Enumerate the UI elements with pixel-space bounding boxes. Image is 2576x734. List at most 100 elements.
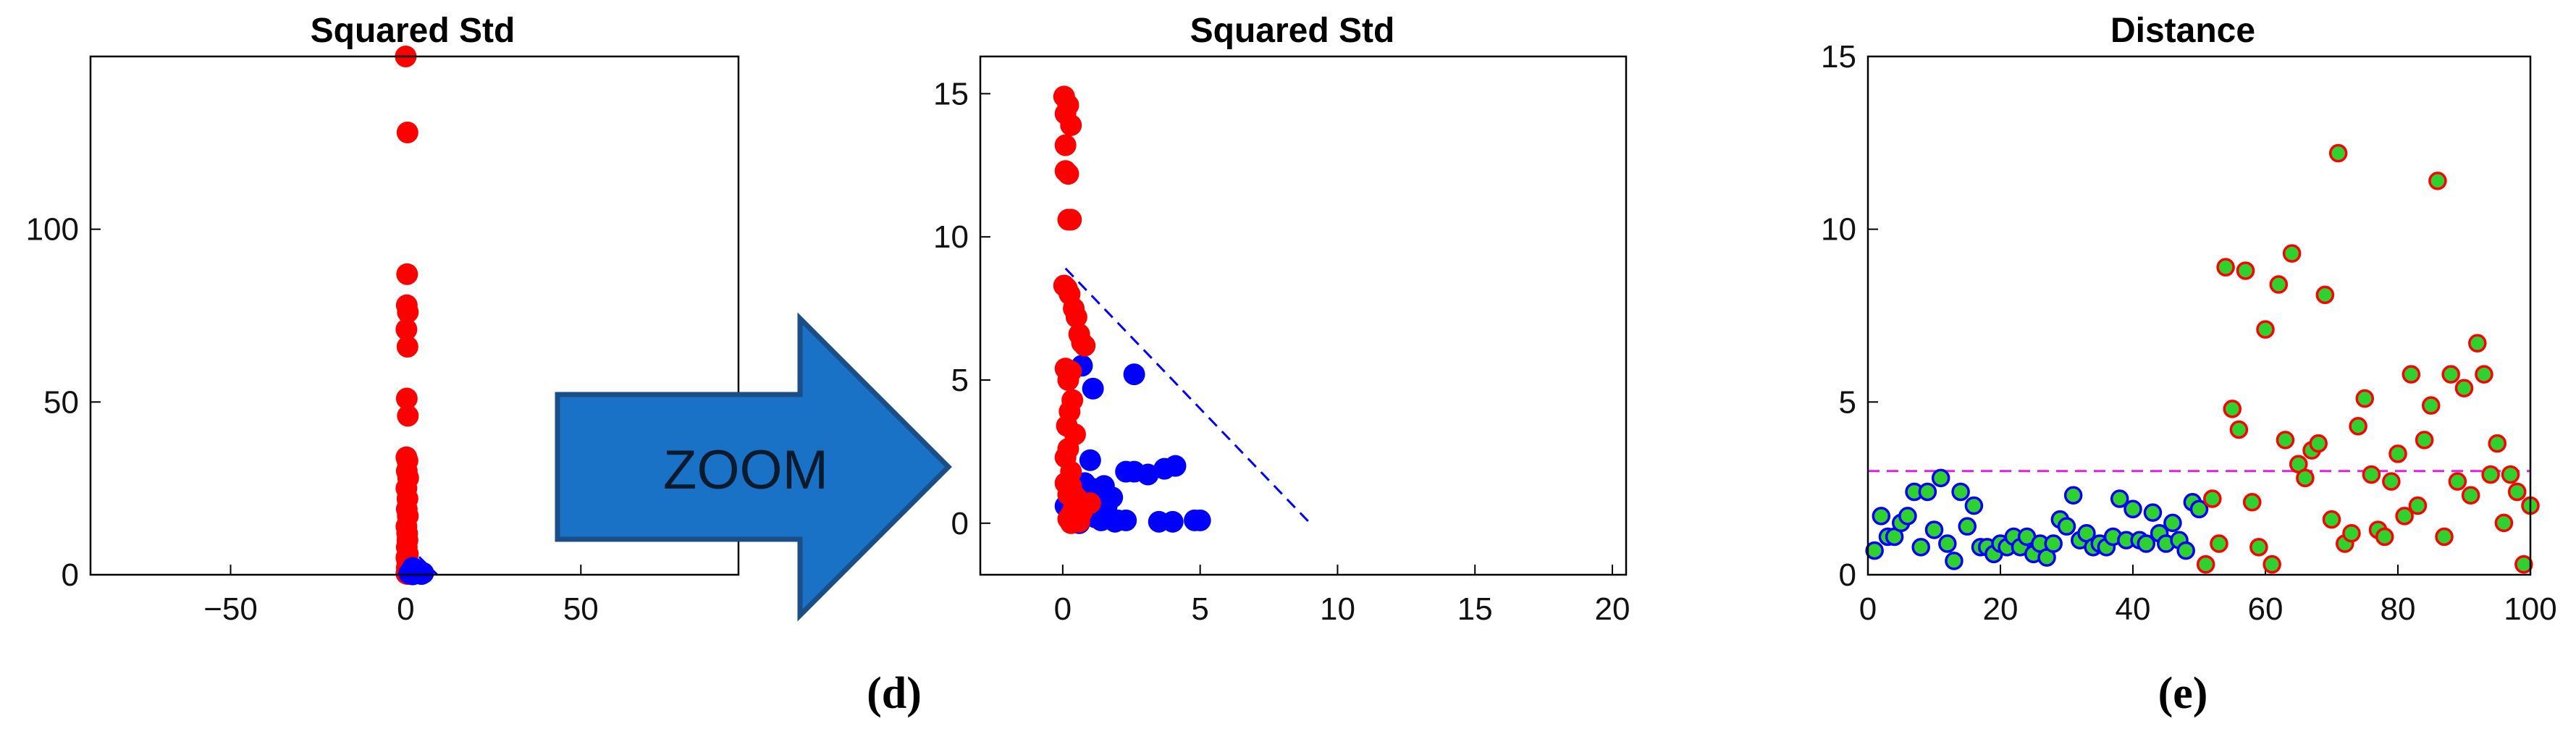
x-ticks: 0 5 10 15 20 xyxy=(1054,565,1630,627)
data-point xyxy=(2236,261,2255,280)
data-point xyxy=(2249,538,2268,557)
data-point xyxy=(2501,465,2520,484)
data-point xyxy=(1057,208,1079,231)
data-point xyxy=(2468,334,2487,353)
data-point xyxy=(2110,489,2129,508)
series-red xyxy=(1053,85,1101,534)
panel-label-e: (e) xyxy=(2158,669,2208,718)
data-point xyxy=(2382,472,2401,491)
data-point xyxy=(2210,534,2228,553)
data-point xyxy=(1872,507,1891,526)
panel-label-d: (d) xyxy=(867,669,922,718)
data-point xyxy=(2362,465,2381,484)
data-point xyxy=(2328,143,2348,163)
data-point xyxy=(2044,534,2063,553)
data-point xyxy=(397,301,419,324)
data-point xyxy=(2428,172,2447,190)
y-tick-label: 0 xyxy=(1839,557,1856,593)
chart-title: Squared Std xyxy=(311,12,515,50)
data-point xyxy=(1054,160,1077,182)
y-tick-label: 0 xyxy=(62,557,79,593)
data-point xyxy=(1082,377,1104,400)
data-point xyxy=(2309,434,2328,453)
y-tick-label: 100 xyxy=(26,212,79,248)
data-point xyxy=(397,405,419,427)
y-ticks: 0 50 100 xyxy=(26,212,101,593)
chart-squared-std-full: Squared Std 0 50 100 −50 0 50 xyxy=(26,12,740,627)
data-point xyxy=(2223,400,2242,418)
data-point xyxy=(2137,534,2156,553)
data-point xyxy=(1918,482,1937,502)
data-point xyxy=(2441,365,2460,384)
chart-title: Distance xyxy=(2110,12,2255,50)
x-tick-label: 15 xyxy=(1457,591,1493,627)
data-point xyxy=(2514,554,2533,574)
data-point xyxy=(1951,482,1970,502)
y-tick-label: 15 xyxy=(1821,39,1856,75)
data-point xyxy=(1164,455,1187,477)
x-ticks: −50 0 50 xyxy=(203,565,599,627)
data-point xyxy=(2229,420,2249,439)
data-point xyxy=(2163,513,2182,533)
data-point xyxy=(2448,472,2467,491)
data-point xyxy=(2402,365,2421,384)
x-tick-label: 40 xyxy=(2116,591,2151,627)
data-point xyxy=(2494,513,2514,533)
plot-frame xyxy=(89,55,740,576)
data-point xyxy=(2263,554,2281,574)
x-tick-label: 5 xyxy=(1191,591,1208,627)
data-point xyxy=(396,263,418,285)
data-point xyxy=(1060,114,1082,136)
data-point xyxy=(1054,134,1077,156)
x-tick-label: 80 xyxy=(2381,591,2416,627)
arrow-shape xyxy=(555,312,952,622)
data-point xyxy=(1074,334,1096,357)
data-point xyxy=(2388,444,2407,463)
data-point xyxy=(1095,495,1118,518)
data-point xyxy=(2481,465,2500,484)
data-point xyxy=(1065,305,1087,328)
data-point xyxy=(2276,431,2295,450)
data-point xyxy=(2422,396,2441,415)
data-point xyxy=(2461,486,2480,505)
data-point xyxy=(2349,416,2367,436)
data-point xyxy=(2143,503,2163,522)
data-point xyxy=(1911,538,1930,557)
data-point xyxy=(2475,365,2493,384)
data-point xyxy=(1161,510,1184,533)
x-tick-label: 20 xyxy=(1983,591,2019,627)
y-tick-label: 10 xyxy=(933,219,969,255)
dashed-line xyxy=(1064,267,1311,524)
data-point xyxy=(2435,527,2454,547)
data-point xyxy=(2242,493,2262,512)
data-point xyxy=(396,335,418,358)
x-tick-label: 0 xyxy=(397,591,414,627)
data-point xyxy=(2256,320,2275,339)
x-tick-label: 100 xyxy=(2504,591,2556,627)
data-point xyxy=(1123,363,1145,386)
series-blue xyxy=(1865,468,2209,570)
data-point xyxy=(1865,541,1884,560)
x-tick-label: 0 xyxy=(1859,591,1877,627)
y-tick-label: 0 xyxy=(951,506,969,541)
x-tick-label: 10 xyxy=(1320,591,1355,627)
series-red xyxy=(2196,143,2540,574)
x-tick-label: 0 xyxy=(1054,591,1072,627)
y-tick-label: 5 xyxy=(951,363,969,398)
arrow-label: ZOOM xyxy=(663,439,828,501)
data-point xyxy=(1057,369,1079,392)
plot-frame xyxy=(979,55,1628,576)
data-point xyxy=(1964,496,1984,515)
data-point xyxy=(2322,510,2341,529)
y-tick-label: 50 xyxy=(43,384,79,420)
y-tick-label: 15 xyxy=(933,76,969,111)
series-red xyxy=(395,46,421,586)
data-point xyxy=(2282,244,2302,263)
x-tick-label: 50 xyxy=(563,591,599,627)
data-point xyxy=(2395,507,2414,526)
data-point xyxy=(2355,389,2374,408)
data-point xyxy=(2488,434,2506,453)
data-point xyxy=(2176,541,2195,560)
y-ticks: 0 5 10 15 xyxy=(1821,39,1878,593)
